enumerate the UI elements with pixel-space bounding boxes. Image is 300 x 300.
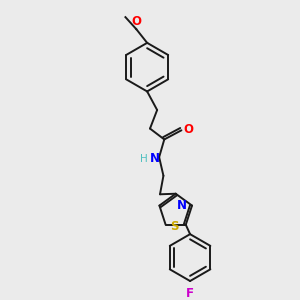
Text: N: N xyxy=(150,152,160,165)
Text: O: O xyxy=(131,15,141,28)
Text: N: N xyxy=(177,199,187,212)
Text: F: F xyxy=(186,287,194,300)
Text: S: S xyxy=(170,220,179,233)
Text: H: H xyxy=(140,154,148,164)
Text: O: O xyxy=(184,123,194,136)
